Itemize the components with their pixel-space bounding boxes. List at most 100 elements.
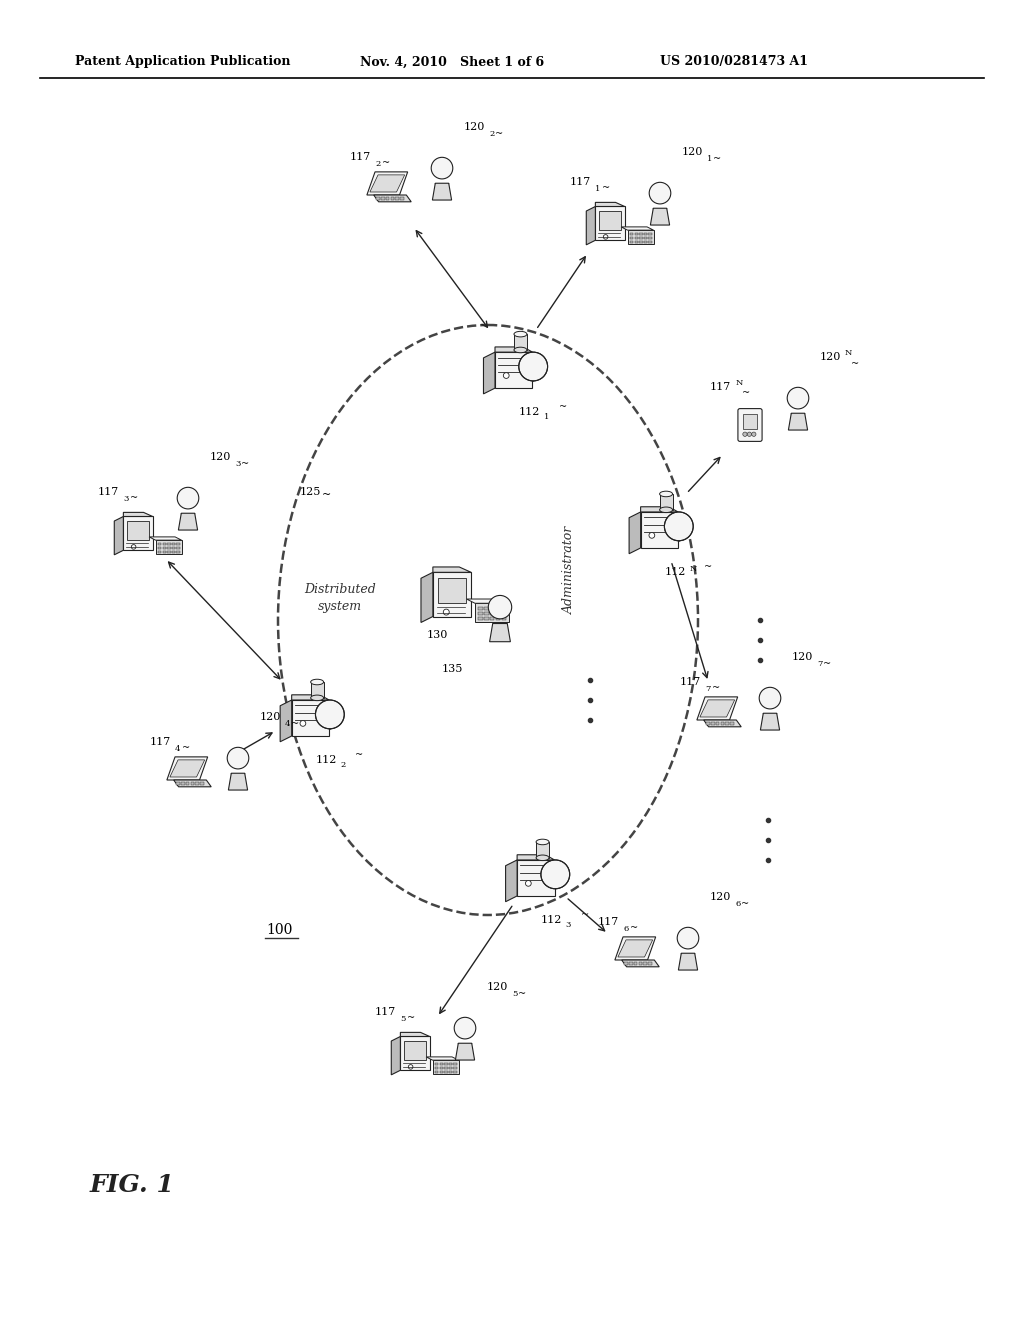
Text: ~: ~ [407, 1012, 415, 1022]
FancyBboxPatch shape [635, 240, 638, 243]
FancyBboxPatch shape [449, 1071, 452, 1073]
Text: 4: 4 [285, 719, 291, 729]
FancyBboxPatch shape [127, 520, 148, 540]
Text: ~: ~ [322, 490, 331, 500]
Text: 117: 117 [98, 487, 119, 498]
Text: ~: ~ [518, 989, 526, 998]
FancyBboxPatch shape [644, 236, 647, 239]
Circle shape [227, 747, 249, 770]
Polygon shape [178, 513, 198, 531]
FancyBboxPatch shape [484, 611, 488, 615]
Text: 112: 112 [665, 566, 686, 577]
FancyBboxPatch shape [644, 240, 647, 243]
FancyBboxPatch shape [641, 512, 678, 548]
Circle shape [603, 235, 608, 239]
Polygon shape [433, 568, 471, 573]
Circle shape [431, 157, 453, 180]
Ellipse shape [514, 347, 527, 352]
Text: ~: ~ [602, 183, 610, 191]
FancyBboxPatch shape [625, 962, 628, 965]
Polygon shape [703, 719, 741, 727]
Text: 120: 120 [710, 892, 731, 902]
Text: 3: 3 [566, 921, 571, 929]
FancyBboxPatch shape [439, 1063, 443, 1065]
Text: 7: 7 [705, 685, 711, 693]
Circle shape [748, 432, 752, 437]
Circle shape [455, 1018, 476, 1039]
Text: ~: ~ [741, 899, 750, 908]
FancyBboxPatch shape [643, 962, 647, 965]
FancyBboxPatch shape [435, 1063, 438, 1065]
FancyBboxPatch shape [176, 546, 179, 549]
FancyBboxPatch shape [502, 611, 507, 615]
FancyBboxPatch shape [435, 1071, 438, 1073]
FancyBboxPatch shape [400, 1036, 430, 1071]
Text: 120: 120 [260, 711, 282, 722]
Text: 117: 117 [350, 152, 372, 162]
Text: ~: ~ [742, 388, 751, 397]
Text: N: N [736, 379, 743, 387]
FancyBboxPatch shape [490, 611, 495, 615]
Circle shape [131, 545, 136, 549]
Text: 117: 117 [680, 677, 701, 686]
Text: 5: 5 [400, 1015, 406, 1023]
FancyBboxPatch shape [478, 616, 482, 620]
Text: 1: 1 [707, 154, 713, 162]
FancyBboxPatch shape [648, 240, 651, 243]
FancyBboxPatch shape [707, 722, 710, 725]
FancyBboxPatch shape [659, 494, 673, 510]
Text: ~: ~ [382, 158, 390, 168]
Text: 120: 120 [820, 352, 842, 362]
FancyBboxPatch shape [634, 962, 637, 965]
FancyBboxPatch shape [123, 516, 153, 550]
Polygon shape [456, 1043, 474, 1060]
Polygon shape [650, 209, 670, 224]
Text: 125: 125 [299, 487, 321, 498]
Text: ~: ~ [130, 492, 138, 502]
FancyBboxPatch shape [725, 722, 729, 725]
Polygon shape [123, 512, 153, 516]
Polygon shape [761, 713, 779, 730]
Text: 5: 5 [512, 990, 517, 998]
Circle shape [519, 352, 548, 381]
FancyBboxPatch shape [163, 543, 166, 545]
Polygon shape [595, 202, 625, 206]
FancyBboxPatch shape [310, 682, 324, 698]
FancyBboxPatch shape [438, 578, 466, 603]
FancyBboxPatch shape [629, 962, 633, 965]
FancyBboxPatch shape [201, 781, 204, 785]
Polygon shape [506, 859, 517, 902]
FancyBboxPatch shape [738, 409, 762, 441]
FancyBboxPatch shape [537, 842, 549, 858]
FancyBboxPatch shape [454, 1067, 457, 1069]
FancyBboxPatch shape [167, 550, 171, 553]
Text: 120: 120 [682, 147, 703, 157]
FancyBboxPatch shape [395, 197, 398, 199]
Polygon shape [483, 352, 495, 393]
Polygon shape [292, 694, 329, 700]
FancyBboxPatch shape [635, 236, 638, 239]
Text: Patent Application Publication: Patent Application Publication [75, 55, 291, 69]
Text: 6: 6 [623, 925, 629, 933]
FancyBboxPatch shape [172, 546, 175, 549]
FancyBboxPatch shape [444, 1067, 447, 1069]
Text: 135: 135 [442, 664, 464, 675]
FancyBboxPatch shape [292, 700, 329, 737]
FancyBboxPatch shape [497, 616, 501, 620]
Polygon shape [678, 953, 697, 970]
FancyBboxPatch shape [158, 550, 162, 553]
FancyBboxPatch shape [635, 232, 638, 235]
Text: 2: 2 [489, 129, 495, 139]
Text: Nov. 4, 2010   Sheet 1 of 6: Nov. 4, 2010 Sheet 1 of 6 [360, 55, 544, 69]
Text: 112: 112 [541, 915, 562, 925]
FancyBboxPatch shape [502, 607, 507, 610]
Text: 100: 100 [267, 923, 293, 937]
Polygon shape [370, 174, 404, 191]
Circle shape [525, 880, 531, 886]
Ellipse shape [514, 331, 527, 337]
Polygon shape [489, 623, 510, 642]
Text: 120: 120 [210, 451, 231, 462]
Polygon shape [400, 1032, 430, 1036]
Circle shape [541, 859, 569, 888]
FancyBboxPatch shape [644, 232, 647, 235]
